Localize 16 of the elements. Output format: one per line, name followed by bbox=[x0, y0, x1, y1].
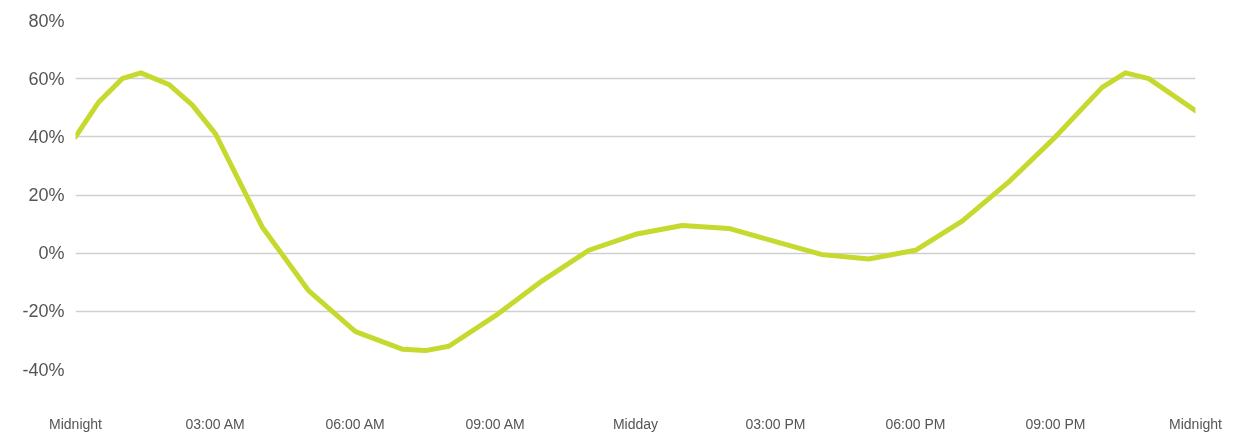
y-tick-label: 40% bbox=[28, 126, 65, 147]
y-tick-label: 20% bbox=[28, 185, 65, 205]
y-tick-label: 0% bbox=[38, 243, 65, 264]
x-tick-label: 09:00 AM bbox=[465, 415, 525, 432]
y-tick-label: 60% bbox=[28, 68, 65, 89]
x-tick-label: 06:00 AM bbox=[325, 415, 385, 432]
x-tick-label: 06:00 PM bbox=[885, 415, 946, 432]
x-tick-label: 03:00 AM bbox=[185, 415, 245, 432]
x-tick-label: 09:00 PM bbox=[1025, 415, 1086, 432]
x-tick-label: Midnight bbox=[49, 415, 103, 432]
y-tick-label: -20% bbox=[22, 301, 65, 322]
x-tick-label: 03:00 PM bbox=[745, 415, 806, 432]
x-tick-label: Midnight bbox=[1169, 415, 1223, 432]
y-tick-label: -40% bbox=[22, 359, 65, 380]
y-tick-label: 80% bbox=[28, 10, 65, 31]
x-tick-label: Midday bbox=[612, 415, 659, 432]
